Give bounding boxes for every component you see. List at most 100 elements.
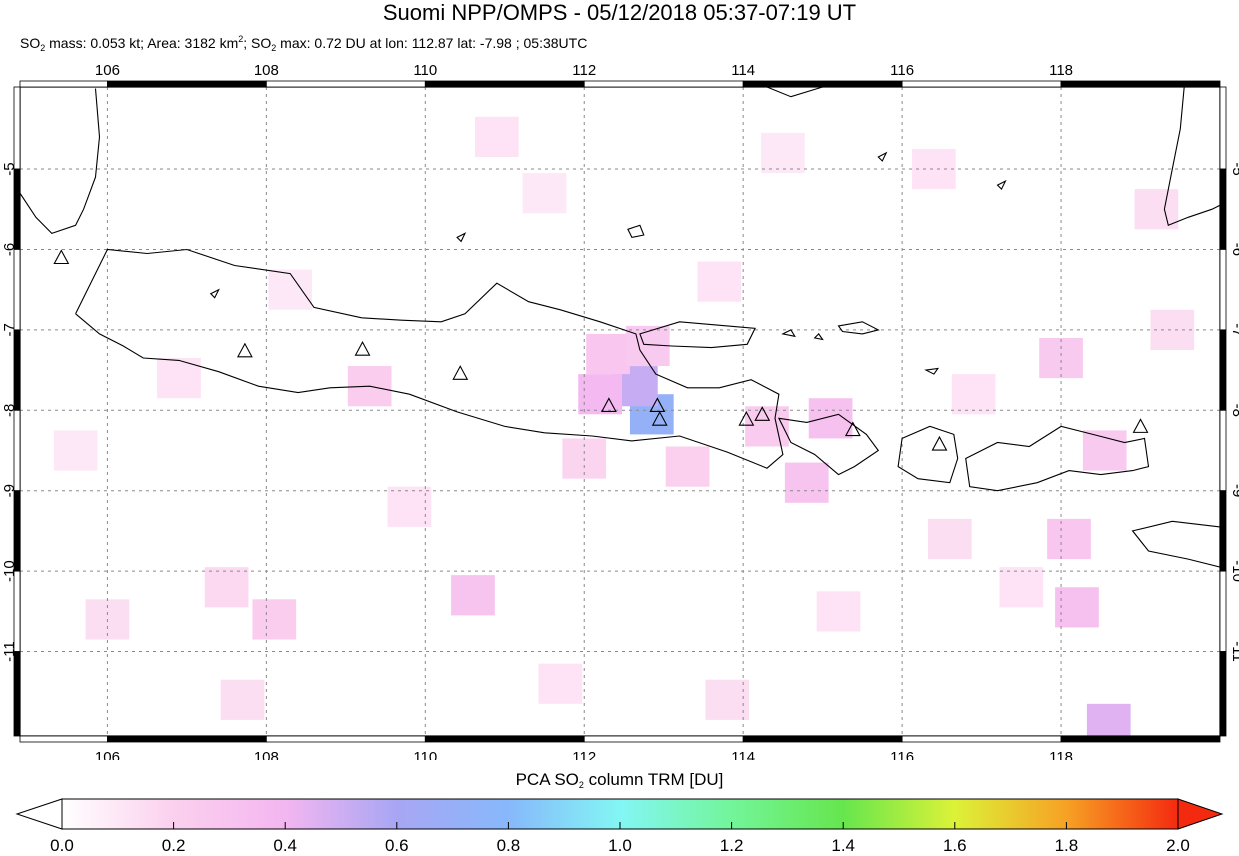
coastline-kangean <box>837 321 880 335</box>
lat-tick-label-right: -11 <box>1229 641 1239 662</box>
so2-pixel-5 <box>808 398 853 439</box>
lon-tick-label-top: 114 <box>731 62 755 79</box>
lat-tick-label-left: -5 <box>1 162 18 175</box>
frame-band-bottom <box>1060 735 1221 743</box>
so2-pixel-10 <box>1086 703 1131 736</box>
so2-pixel-22 <box>761 132 805 174</box>
lon-tick-label-bottom: 118 <box>1049 749 1073 760</box>
lon-tick-label-top: 116 <box>890 62 914 79</box>
lon-tick-label-top: 118 <box>1049 62 1073 79</box>
lon-tick-label-top: 110 <box>413 62 437 79</box>
frame-band-right <box>1219 249 1227 331</box>
frame-band-right <box>1219 86 1227 170</box>
colorbar-over-arrow <box>1177 798 1224 830</box>
coastline-islet-4 <box>924 367 940 375</box>
coastline-madura <box>639 321 756 349</box>
frame-band-left <box>13 329 21 411</box>
so2-pixel-6 <box>784 462 829 503</box>
frame-band-bottom <box>901 735 1062 743</box>
frame-band-right <box>1219 651 1227 737</box>
so2-pixel-16 <box>665 446 710 487</box>
volcano-icon <box>649 397 666 413</box>
so2-pixel-12 <box>1047 518 1091 560</box>
frame-band-top <box>19 80 108 88</box>
so2-pixel-24 <box>1134 189 1179 230</box>
so2-pixel-13 <box>1082 430 1127 471</box>
so2-pixel-26 <box>999 567 1044 608</box>
colorbar-tick-label: 1.2 <box>719 836 744 855</box>
so2-pixel-27 <box>538 663 583 704</box>
colorbar-tick-label: 1.8 <box>1054 836 1079 855</box>
so2-pixel-11 <box>1055 587 1099 628</box>
frame-band-bottom <box>742 735 903 743</box>
frame-band-left <box>13 86 21 170</box>
volcano-icon <box>844 421 861 437</box>
volcano-icon <box>931 435 948 451</box>
frame-band-right <box>1219 409 1227 492</box>
lat-tick-label-right: -7 <box>1229 323 1239 336</box>
frame-band-bottom <box>424 735 585 743</box>
lon-tick-label-bottom: 114 <box>731 749 755 760</box>
frame-band-left <box>13 249 21 331</box>
colorbar-under-arrow <box>15 798 63 830</box>
frame-band-right <box>1219 168 1227 250</box>
colorbar <box>15 798 1224 830</box>
lon-tick-label-bottom: 108 <box>254 749 279 760</box>
lat-tick-label-left: -10 <box>1 560 18 582</box>
frame-band-right <box>1219 329 1227 411</box>
so2-pixel-36 <box>951 374 996 415</box>
so2-pixel-7 <box>745 406 789 447</box>
frame-band-top <box>424 80 585 88</box>
coastlines <box>20 87 1220 568</box>
colorbar-tick-label: 0.4 <box>273 836 298 855</box>
colorbar-tick-label: 1.0 <box>608 836 632 855</box>
coastline-sumatra <box>20 88 101 235</box>
map-title: Suomi NPP/OMPS - 05/12/2018 05:37-07:19 … <box>382 0 857 25</box>
colorbar-tick-label: 2.0 <box>1166 836 1190 855</box>
volcano-icon <box>452 365 469 380</box>
lat-tick-label-left: -11 <box>1 641 18 662</box>
so2-pixel-3 <box>586 333 630 375</box>
frame-band-top <box>901 80 1062 88</box>
so2-pixel-17 <box>252 599 297 640</box>
frame-band-left <box>13 168 21 250</box>
so2-pixel-37 <box>697 261 742 302</box>
lat-tick-label-right: -6 <box>1229 243 1239 256</box>
volcano-icon <box>236 342 253 358</box>
frame-band-left <box>13 651 21 737</box>
lat-tick-label-right: -10 <box>1229 560 1239 582</box>
so2-pixel-21 <box>522 173 567 214</box>
frame-band-left <box>13 570 21 652</box>
colorbar-ticks <box>61 822 1179 829</box>
graticule <box>20 87 1220 736</box>
coastline-bawean <box>627 224 645 239</box>
lat-tick-label-right: -5 <box>1229 162 1239 175</box>
so2-pixel-33 <box>387 486 432 527</box>
volcano-icon <box>354 341 371 356</box>
frame-band-right <box>1219 570 1227 652</box>
lon-tick-label-top: 112 <box>572 62 596 79</box>
lat-tick-label-left: -7 <box>1 323 18 336</box>
frame-band-bottom <box>265 735 426 743</box>
colorbar-tick-label: 0.0 <box>50 836 74 855</box>
colorbar-tick-label: 1.4 <box>831 836 856 855</box>
volcano-icon <box>600 397 617 413</box>
frame-band-top <box>742 80 903 88</box>
colorbar-title: PCA SO2 column TRM [DU] <box>515 770 724 790</box>
frame-band-top <box>1060 80 1221 88</box>
so2-pixel-32 <box>53 430 98 471</box>
so2-pixel-30 <box>157 358 201 399</box>
so2-pixel-28 <box>705 679 750 720</box>
volcano-icon <box>1132 418 1149 433</box>
frame-band-top <box>265 80 426 88</box>
so2-pixel-8 <box>451 575 495 616</box>
so2-pixel-29 <box>816 591 861 632</box>
map-subtitle: SO2 mass: 0.053 kt; Area: 3182 km2; SO2 … <box>20 34 588 53</box>
coastline-islet-5 <box>996 179 1007 191</box>
lon-tick-label-bottom: 106 <box>95 749 120 760</box>
volcano-icon <box>754 406 771 421</box>
frame-band-left <box>13 409 21 492</box>
lon-tick-label-top: 106 <box>95 62 120 79</box>
lon-tick-label-bottom: 110 <box>413 749 437 760</box>
map-frame <box>13 80 1227 743</box>
